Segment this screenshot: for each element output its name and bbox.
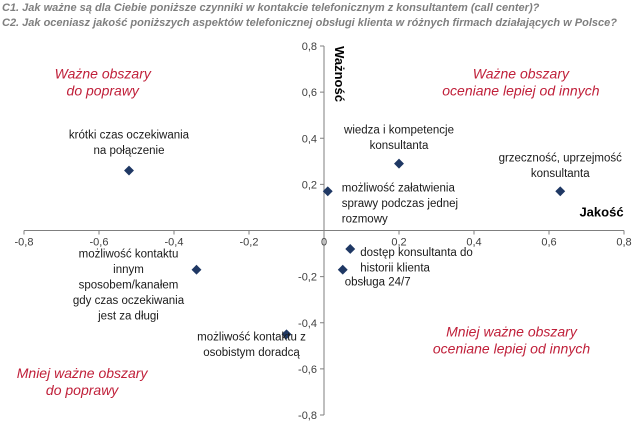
y-tick-label: -0,4 bbox=[298, 318, 317, 330]
data-point-label: dostęp konsultanta do bbox=[360, 247, 473, 259]
data-point-label: konsultanta bbox=[531, 168, 590, 180]
quadrant-label-bottom-right: oceniane lepiej od innych bbox=[433, 341, 590, 357]
x-tick-label: -0,8 bbox=[15, 237, 34, 249]
data-point-marker bbox=[124, 165, 134, 176]
x-tick-label: 0 bbox=[321, 237, 327, 249]
quadrant-label-top-right: Ważne obszary bbox=[473, 65, 570, 81]
data-point-marker bbox=[322, 186, 333, 197]
data-point-label: osobistym doradcą bbox=[203, 347, 300, 359]
y-tick-label: -0,2 bbox=[298, 272, 317, 284]
quadrant-label-bottom-left: do poprawy bbox=[46, 382, 119, 398]
x-tick-label: -0,2 bbox=[240, 237, 259, 249]
data-point-label: możliwość kontaktu z bbox=[197, 331, 306, 343]
data-point-marker bbox=[345, 244, 356, 254]
quadrant-label-top-left: do poprawy bbox=[67, 82, 140, 98]
y-axis-title: Ważność bbox=[332, 46, 347, 102]
y-tick-label: 0,4 bbox=[302, 133, 317, 145]
data-point-label: gdy czas oczekiwania bbox=[73, 295, 185, 307]
x-axis-title: Jakość bbox=[579, 205, 623, 220]
y-tick-label: 0,6 bbox=[302, 87, 317, 99]
question-c1: C1. Jak ważne są dla Ciebie poniższe czy… bbox=[2, 2, 540, 14]
data-point-label: możliwość załatwienia bbox=[342, 182, 456, 194]
x-tick-label: 0,2 bbox=[391, 237, 406, 249]
data-point-label: krótki czas oczekiwania bbox=[69, 130, 190, 142]
x-tick-label: 0,8 bbox=[616, 237, 631, 249]
y-tick-label: 0,8 bbox=[302, 41, 317, 53]
data-point-label: grzeczność, uprzejmość bbox=[499, 152, 623, 164]
data-point-marker bbox=[555, 186, 566, 197]
data-point-label: innym bbox=[113, 264, 144, 276]
data-point-marker bbox=[337, 264, 348, 275]
data-point-label: obsługa 24/7 bbox=[345, 277, 411, 289]
quadrant-label-bottom-left: Mniej ważne obszary bbox=[17, 365, 149, 381]
data-point-label: konsultanta bbox=[370, 140, 429, 152]
y-tick-label: -0,8 bbox=[298, 410, 317, 422]
data-point-label: sposobem/kanałem bbox=[79, 280, 179, 292]
x-tick-label: 0,4 bbox=[466, 237, 481, 249]
x-tick-label: 0,6 bbox=[541, 237, 556, 249]
question-c2: C2. Jak oceniasz jakość poniższych aspek… bbox=[2, 17, 617, 29]
data-point-marker bbox=[191, 264, 202, 275]
data-point-label: jest za długi bbox=[97, 311, 159, 323]
quadrant-label-top-right: oceniane lepiej od innych bbox=[442, 82, 599, 98]
data-point-label: na połączenie bbox=[94, 145, 165, 157]
data-point-marker bbox=[281, 329, 292, 340]
y-tick-label: 0,2 bbox=[302, 179, 317, 191]
data-point-label: możliwość kontaktu bbox=[79, 249, 179, 261]
quadrant-label-top-left: Ważne obszary bbox=[55, 65, 152, 81]
data-point-marker bbox=[394, 158, 404, 169]
y-tick-label: -0,6 bbox=[298, 364, 317, 376]
data-point-label: rozmowy bbox=[342, 213, 388, 225]
data-point-label: historii klienta bbox=[360, 262, 430, 274]
x-tick-label: -0,6 bbox=[90, 237, 109, 249]
quadrant-label-bottom-right: Mniej ważne obszary bbox=[446, 324, 578, 340]
data-point-label: sprawy podczas jednej bbox=[342, 198, 458, 210]
x-tick-label: -0,4 bbox=[165, 237, 184, 249]
data-point-label: wiedza i kompetencje bbox=[343, 125, 454, 137]
